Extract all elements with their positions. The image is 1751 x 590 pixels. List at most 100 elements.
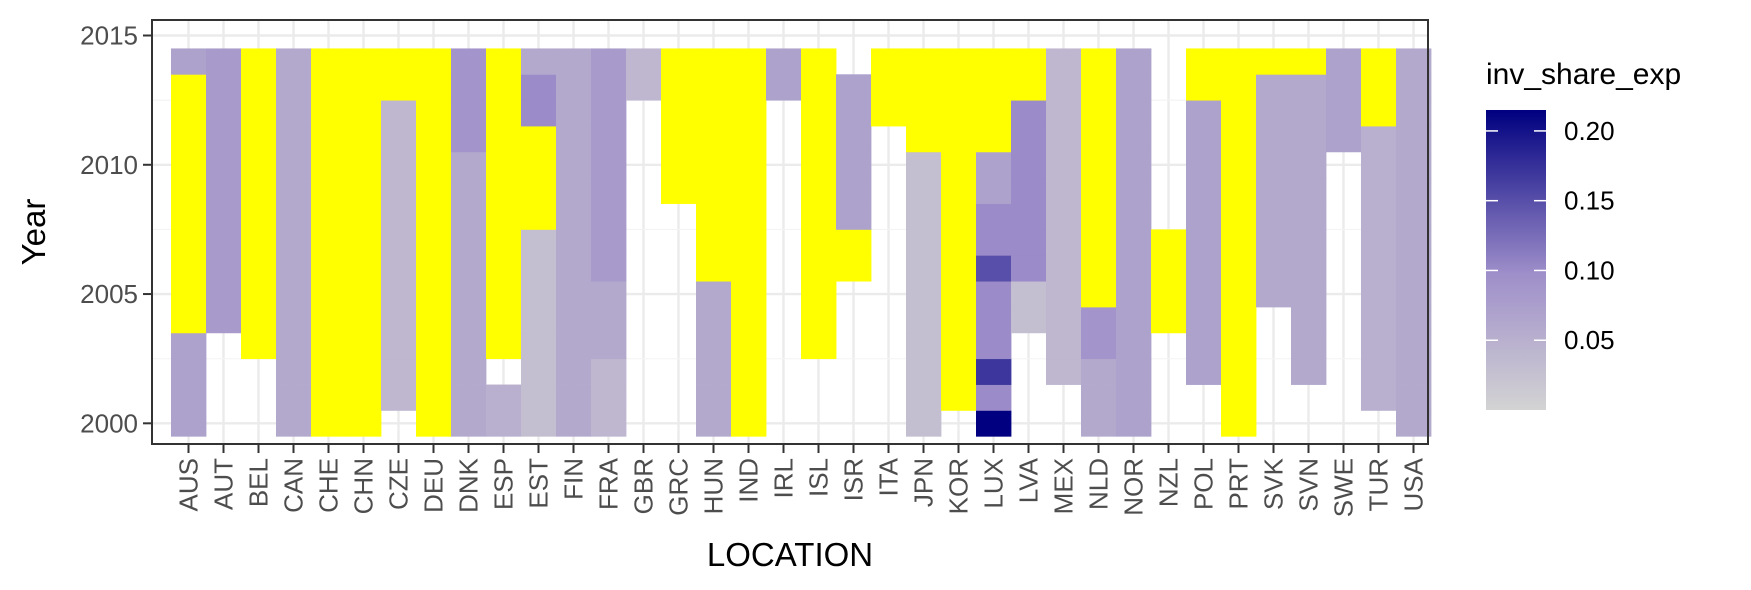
heatmap-cell — [976, 151, 1012, 179]
heatmap-cell — [311, 100, 347, 127]
heatmap-cell — [976, 229, 1012, 256]
heatmap-cell — [1011, 203, 1047, 230]
legend-tick-label: 0.20 — [1564, 116, 1615, 146]
heatmap-cell — [906, 306, 942, 334]
heatmap-cell — [696, 74, 732, 101]
heatmap-cell — [241, 281, 277, 308]
heatmap-cell — [1151, 281, 1187, 308]
heatmap-cell — [1396, 151, 1432, 179]
heatmap-cell — [1011, 177, 1047, 204]
x-tick-label: CHN — [349, 458, 379, 514]
x-axis-title: LOCATION — [707, 536, 873, 573]
heatmap-cell — [801, 306, 837, 334]
heatmap-cell — [521, 229, 557, 256]
y-axis: 2000 2005 2010 2015 — [80, 21, 152, 438]
heatmap-cell — [276, 177, 312, 204]
heatmap-cell — [206, 74, 242, 101]
heatmap-cell — [311, 203, 347, 230]
heatmap-cell — [171, 177, 207, 204]
heatmap-cell — [171, 332, 207, 360]
heatmap-cell — [381, 74, 417, 101]
heatmap-cell — [801, 332, 837, 360]
heatmap-cell — [1396, 410, 1432, 437]
heatmap-cell — [1256, 229, 1292, 256]
heatmap-cell — [801, 126, 837, 153]
heatmap-cell — [346, 74, 382, 101]
heatmap-cell — [1221, 74, 1257, 101]
heatmap-cell — [871, 100, 907, 127]
heatmap-cell — [801, 203, 837, 230]
heatmap-cell — [1256, 151, 1292, 179]
heatmap-cell — [731, 151, 767, 179]
heatmap-cell — [1396, 74, 1432, 101]
heatmap-cell — [1011, 151, 1047, 179]
heatmap-cell — [241, 229, 277, 256]
x-tick-label: CZE — [384, 458, 414, 510]
heatmap-cell — [801, 48, 837, 75]
heatmap-cell — [171, 229, 207, 256]
heatmap-cell — [1151, 255, 1187, 282]
heatmap-cell — [381, 332, 417, 360]
heatmap-cell — [1291, 306, 1327, 334]
heatmap-cell — [1186, 100, 1222, 127]
heatmap-cell — [1256, 255, 1292, 282]
heatmap-cell — [801, 281, 837, 308]
heatmap-cell — [521, 177, 557, 204]
heatmap-cell — [626, 48, 662, 75]
heatmap-cell — [451, 358, 487, 385]
heatmap-cell — [1116, 177, 1152, 204]
heatmap-cell — [241, 151, 277, 179]
heatmap-cell — [451, 306, 487, 334]
heatmap-cell — [1221, 203, 1257, 230]
heatmap-cell — [941, 203, 977, 230]
heatmap-cell — [1291, 281, 1327, 308]
x-tick-label: ESP — [489, 458, 519, 510]
x-tick-label: DEU — [419, 458, 449, 513]
heatmap-cell — [1151, 229, 1187, 256]
x-tick-label: POL — [1189, 458, 1219, 510]
heatmap-cell — [276, 332, 312, 360]
heatmap-cell — [451, 410, 487, 437]
heatmap-cell — [661, 100, 697, 127]
heatmap-cell — [276, 229, 312, 256]
heatmap-cell — [836, 100, 872, 127]
heatmap-cell — [1256, 100, 1292, 127]
heatmap-cell — [1256, 48, 1292, 75]
heatmap-cell — [1396, 177, 1432, 204]
heatmap-cell — [346, 306, 382, 334]
heatmap-cell — [976, 203, 1012, 230]
heatmap-cell — [941, 177, 977, 204]
heatmap-cell — [276, 48, 312, 75]
heatmap-cell — [941, 126, 977, 153]
x-tick-label: FIN — [559, 458, 589, 500]
heatmap-cell — [311, 74, 347, 101]
heatmap-cell — [941, 384, 977, 411]
heatmap-cell — [1396, 48, 1432, 75]
heatmap-cell — [556, 384, 592, 411]
heatmap-cell — [1221, 281, 1257, 308]
heatmap-cell — [591, 358, 627, 385]
heatmap-cell — [696, 48, 732, 75]
heatmap-cell — [521, 203, 557, 230]
heatmap-cell — [731, 203, 767, 230]
heatmap-cell — [941, 281, 977, 308]
heatmap-cell — [941, 255, 977, 282]
heatmap-cell — [171, 126, 207, 153]
x-tick-label: KOR — [944, 458, 974, 514]
heatmap-cell — [556, 100, 592, 127]
heatmap-cell — [1396, 255, 1432, 282]
heatmap-cell — [801, 255, 837, 282]
heatmap-cell — [276, 358, 312, 385]
heatmap-cell — [171, 410, 207, 437]
heatmap-cell — [171, 203, 207, 230]
heatmap-cell — [486, 74, 522, 101]
legend: inv_share_exp 0.05 0.10 0.15 0.20 — [1486, 58, 1681, 410]
heatmap-cell — [1291, 203, 1327, 230]
heatmap-cell — [731, 177, 767, 204]
heatmap-cell — [1361, 358, 1397, 385]
heatmap-cell — [1116, 358, 1152, 385]
x-tick-label: EST — [524, 458, 554, 509]
heatmap-cell — [1081, 74, 1117, 101]
heatmap-cell — [801, 177, 837, 204]
heatmap-cell — [1186, 74, 1222, 101]
